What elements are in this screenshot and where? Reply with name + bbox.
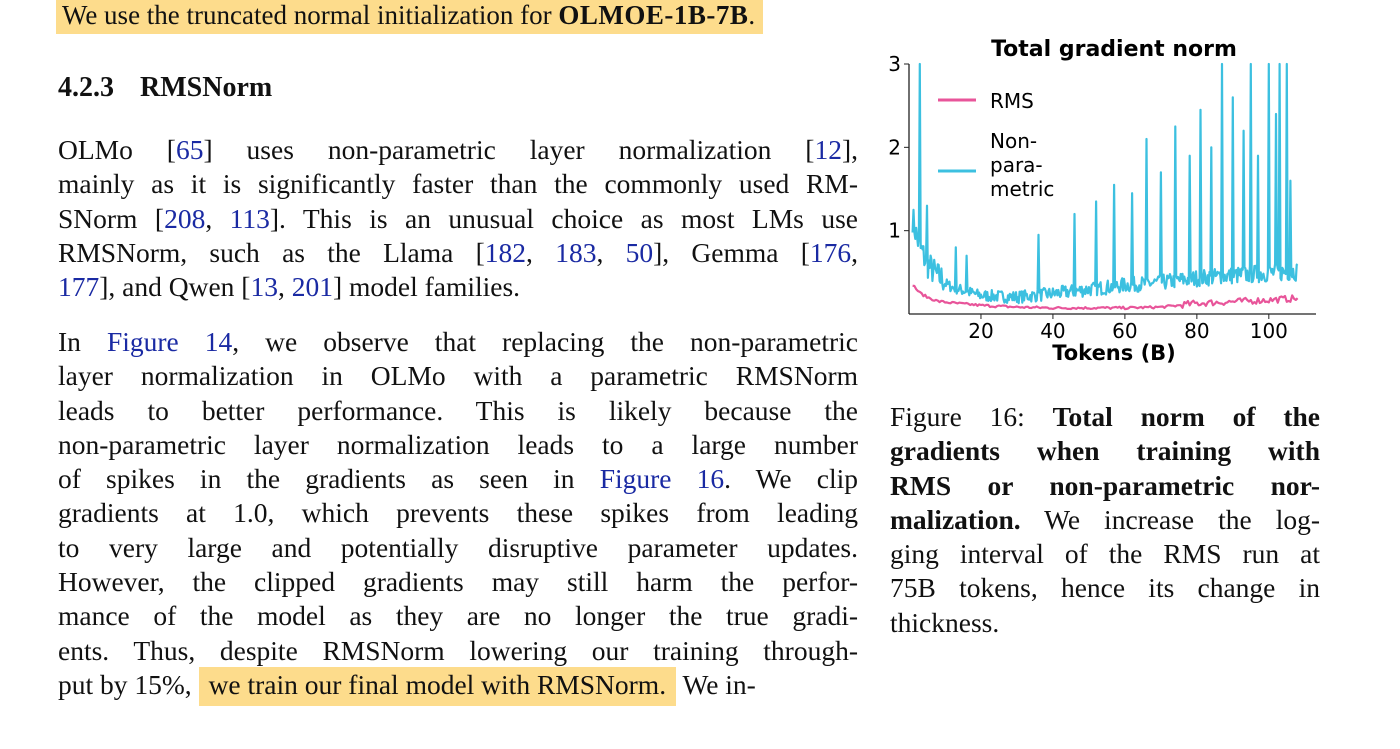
y-tick-label: 1 [888, 219, 901, 243]
chart-title: Total gradient norm [991, 37, 1237, 62]
x-tick-label: 60 [1112, 319, 1137, 343]
legend-label-non-parametric: para- [990, 153, 1043, 177]
text-line: SNorm [208, 113]. This is an unusual cho… [58, 202, 858, 236]
section-number: 4.2.3 [58, 72, 114, 103]
highlighted-sentence: We use the truncated normal initializati… [56, 0, 764, 34]
top-line-text: We use the truncated normal initializati… [62, 0, 559, 30]
citation-link[interactable]: 176 [809, 236, 852, 268]
caption-line: malization. We increase the log- [890, 503, 1320, 535]
text-span: RMSNorm, such as the Llama [ [58, 236, 485, 268]
text-line: mance of the model as they are no longer… [58, 600, 858, 632]
citation-link[interactable]: 182 [484, 236, 527, 268]
x-tick-label: 40 [1040, 319, 1065, 343]
highlighted-conclusion: we train our final model with RMSNorm. [198, 666, 677, 706]
text-span: , [526, 236, 556, 268]
top-text-line: We use the truncated normal initializati… [56, 0, 896, 36]
citation-link[interactable]: 201 [291, 271, 333, 303]
paragraph-2: In Figure 14, we observe that replacing … [58, 325, 858, 706]
figure-14-link[interactable]: Figure 14 [106, 326, 233, 357]
citation-link[interactable]: 13 [250, 271, 278, 303]
x-tick-label: 100 [1250, 319, 1288, 343]
section-heading: 4.2.3 RMSNorm [58, 72, 272, 104]
caption-line: gradients when training with [890, 435, 1320, 467]
text-line: put by 15%, we train our final model wit… [58, 666, 858, 706]
text-span: ], Gemma [ [653, 236, 810, 268]
model-name: OLMOE-1B-7B [558, 0, 749, 30]
text-line: mainly as it is significantly faster tha… [58, 167, 858, 201]
text-span: ]. This is an unusual choice as most LMs… [269, 202, 858, 234]
citation-link[interactable]: 183 [555, 236, 597, 268]
legend-label-non-parametric: metric [990, 177, 1054, 201]
x-tick-label: 20 [968, 319, 993, 343]
text-line: 177], and Qwen [13, 201] model families. [58, 270, 858, 304]
text-span: , [596, 236, 626, 268]
caption-line: ging interval of the RMS run at [890, 538, 1320, 570]
text-span: ] uses non-parametric layer normalizatio… [203, 134, 815, 165]
citation-link[interactable]: 50 [625, 236, 654, 268]
text-line: In Figure 14, we observe that replacing … [58, 326, 858, 357]
section-title: RMSNorm [140, 72, 273, 103]
text-span: ], and Qwen [ [99, 271, 251, 303]
text-span: , [205, 202, 230, 234]
y-tick-label: 2 [888, 135, 901, 159]
text-line: ents. Thus, despite RMSNorm lowering our… [58, 634, 858, 666]
legend-label-non-parametric: Non- [990, 129, 1037, 153]
gradient-norm-chart: Total gradient norm 1 2 3 20 40 60 80 100 Tokens … [888, 37, 1316, 365]
caption-line: 75B tokens, hence its change in [890, 572, 1320, 604]
caption-line: Figure 16: Total norm of the [890, 401, 1320, 432]
text-line: non-parametric layer normalization leads… [58, 428, 858, 460]
text-line: OLMo [65] uses non-parametric layer norm… [58, 133, 858, 167]
text-span: SNorm [ [58, 202, 165, 234]
citation-link[interactable]: 208 [164, 202, 206, 234]
paragraph-1: OLMo [65] uses non-parametric layer norm… [58, 133, 858, 304]
text-line: gradients at 1.0, which prevents these s… [58, 497, 858, 529]
text-span: , [851, 236, 859, 268]
text-line: leads to better performance. This is lik… [58, 394, 858, 426]
text-line: RMSNorm, such as the Llama [182, 183, 50… [58, 236, 858, 270]
x-tick-label: 80 [1184, 319, 1209, 343]
text-line: of spikes in the gradients as seen in Fi… [58, 463, 858, 495]
text-span: ], [841, 134, 858, 165]
series-line-rms [912, 284, 1299, 311]
citation-link[interactable]: 177 [58, 271, 100, 303]
top-line-suffix: . [748, 0, 756, 30]
text-line: layer normalization in OLMo with a param… [58, 360, 858, 392]
citation-link[interactable]: 12 [814, 134, 842, 165]
text-span: OLMo [ [58, 134, 176, 165]
x-axis-label: Tokens (B) [1052, 341, 1176, 365]
figure-16-link[interactable]: Figure 16 [599, 463, 725, 495]
figure-caption: Figure 16: Total norm of the gradients w… [890, 400, 1320, 640]
citation-link[interactable]: 65 [175, 134, 204, 165]
legend-label-rms: RMS [990, 89, 1034, 113]
caption-line: thickness. [890, 606, 1000, 638]
series-line-non-parametric [911, 62, 1299, 305]
citation-link[interactable]: 113 [229, 202, 270, 234]
text-line: to very large and potentially disruptive… [58, 531, 858, 563]
text-span: , [277, 271, 292, 303]
y-tick-label: 3 [888, 52, 901, 76]
caption-line: RMS or non-parametric nor- [890, 469, 1320, 501]
text-span: mainly as it is significantly faster tha… [58, 168, 858, 200]
text-line: However, the clipped gradients may still… [58, 566, 858, 598]
text-span: ] model families. [332, 271, 521, 303]
